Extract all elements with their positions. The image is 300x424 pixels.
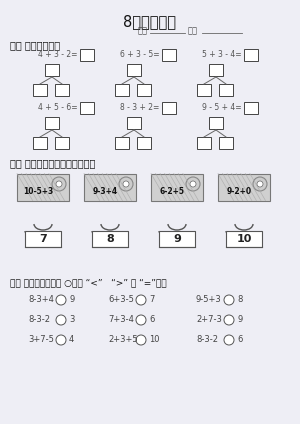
Text: 6: 6: [149, 315, 154, 324]
Circle shape: [56, 181, 62, 187]
Circle shape: [190, 181, 196, 187]
Text: 10-5+3: 10-5+3: [23, 187, 53, 196]
Text: 三、 魔力圆圈。（在 ○里填 “<”   “>” 或 “=”。）: 三、 魔力圆圈。（在 ○里填 “<” “>” 或 “=”。）: [10, 278, 166, 287]
Text: 4: 4: [69, 335, 74, 344]
Bar: [92, 231, 128, 247]
Text: 一、 观察填得快。: 一、 观察填得快。: [10, 40, 60, 50]
Text: 年级: 年级: [138, 26, 148, 35]
Text: 8、加减混合: 8、加减混合: [124, 14, 176, 29]
Bar: [137, 84, 151, 96]
Circle shape: [257, 181, 263, 187]
Bar: [25, 231, 61, 247]
Text: 6: 6: [237, 335, 242, 344]
Text: 4 + 3 - 2=: 4 + 3 - 2=: [38, 50, 77, 59]
Bar: [162, 49, 176, 61]
Text: 8-3+4: 8-3+4: [28, 296, 54, 304]
Bar: [45, 64, 59, 76]
Circle shape: [56, 335, 66, 345]
Bar: [55, 137, 69, 149]
Bar: [127, 117, 141, 129]
Text: 9: 9: [237, 315, 242, 324]
Circle shape: [136, 315, 146, 325]
Bar: [197, 84, 211, 96]
Bar: [219, 84, 233, 96]
Text: 7: 7: [149, 296, 154, 304]
Bar: [115, 137, 129, 149]
Circle shape: [136, 335, 146, 345]
Circle shape: [56, 295, 66, 305]
Bar: [218, 173, 270, 201]
Bar: [17, 173, 69, 201]
Text: 7+3-4: 7+3-4: [108, 315, 134, 324]
Bar: [55, 84, 69, 96]
Text: 3+7-5: 3+7-5: [28, 335, 54, 344]
Text: 3: 3: [69, 315, 74, 324]
Bar: [244, 102, 258, 114]
Bar: [226, 231, 262, 247]
Text: 9: 9: [173, 234, 181, 244]
Circle shape: [224, 335, 234, 345]
Text: 10: 10: [149, 335, 160, 344]
Text: 9-2+0: 9-2+0: [226, 187, 252, 196]
Circle shape: [186, 177, 200, 191]
Bar: [209, 117, 223, 129]
Bar: [45, 117, 59, 129]
Bar: [115, 84, 129, 96]
Bar: [80, 102, 94, 114]
Circle shape: [56, 315, 66, 325]
Circle shape: [119, 177, 133, 191]
Text: 8 - 3 + 2=: 8 - 3 + 2=: [120, 103, 159, 112]
Bar: [33, 137, 47, 149]
Bar: [33, 84, 47, 96]
Text: 6+3-5: 6+3-5: [108, 296, 134, 304]
Circle shape: [52, 177, 66, 191]
Bar: [209, 64, 223, 76]
Text: 2+7-3: 2+7-3: [196, 315, 222, 324]
Text: 5 + 3 - 4=: 5 + 3 - 4=: [202, 50, 242, 59]
Circle shape: [136, 295, 146, 305]
Text: 6 + 3 - 5=: 6 + 3 - 5=: [120, 50, 160, 59]
Text: 9-5+3: 9-5+3: [196, 296, 222, 304]
Text: 姓名: 姓名: [188, 26, 198, 35]
Text: 7: 7: [39, 234, 47, 244]
Text: 8: 8: [237, 296, 242, 304]
Bar: [84, 173, 136, 201]
Text: 9-3+4: 9-3+4: [92, 187, 118, 196]
Text: 二、 我能打开锁。（连一连。）: 二、 我能打开锁。（连一连。）: [10, 158, 95, 168]
Text: 9: 9: [69, 296, 74, 304]
Circle shape: [224, 295, 234, 305]
Text: 8: 8: [106, 234, 114, 244]
Bar: [197, 137, 211, 149]
Bar: [159, 231, 195, 247]
Bar: [219, 137, 233, 149]
Bar: [137, 137, 151, 149]
Circle shape: [253, 177, 267, 191]
Circle shape: [224, 315, 234, 325]
Text: 6-2+5: 6-2+5: [160, 187, 184, 196]
Text: 9 - 5 + 4=: 9 - 5 + 4=: [202, 103, 242, 112]
Bar: [80, 49, 94, 61]
Bar: [162, 102, 176, 114]
Circle shape: [123, 181, 129, 187]
Text: 2+3+5: 2+3+5: [108, 335, 138, 344]
Bar: [244, 49, 258, 61]
Bar: [151, 173, 203, 201]
Text: 10: 10: [236, 234, 252, 244]
Text: 4 + 5 - 6=: 4 + 5 - 6=: [38, 103, 78, 112]
Text: 8-3-2: 8-3-2: [196, 335, 218, 344]
Text: 8-3-2: 8-3-2: [28, 315, 50, 324]
Bar: [127, 64, 141, 76]
